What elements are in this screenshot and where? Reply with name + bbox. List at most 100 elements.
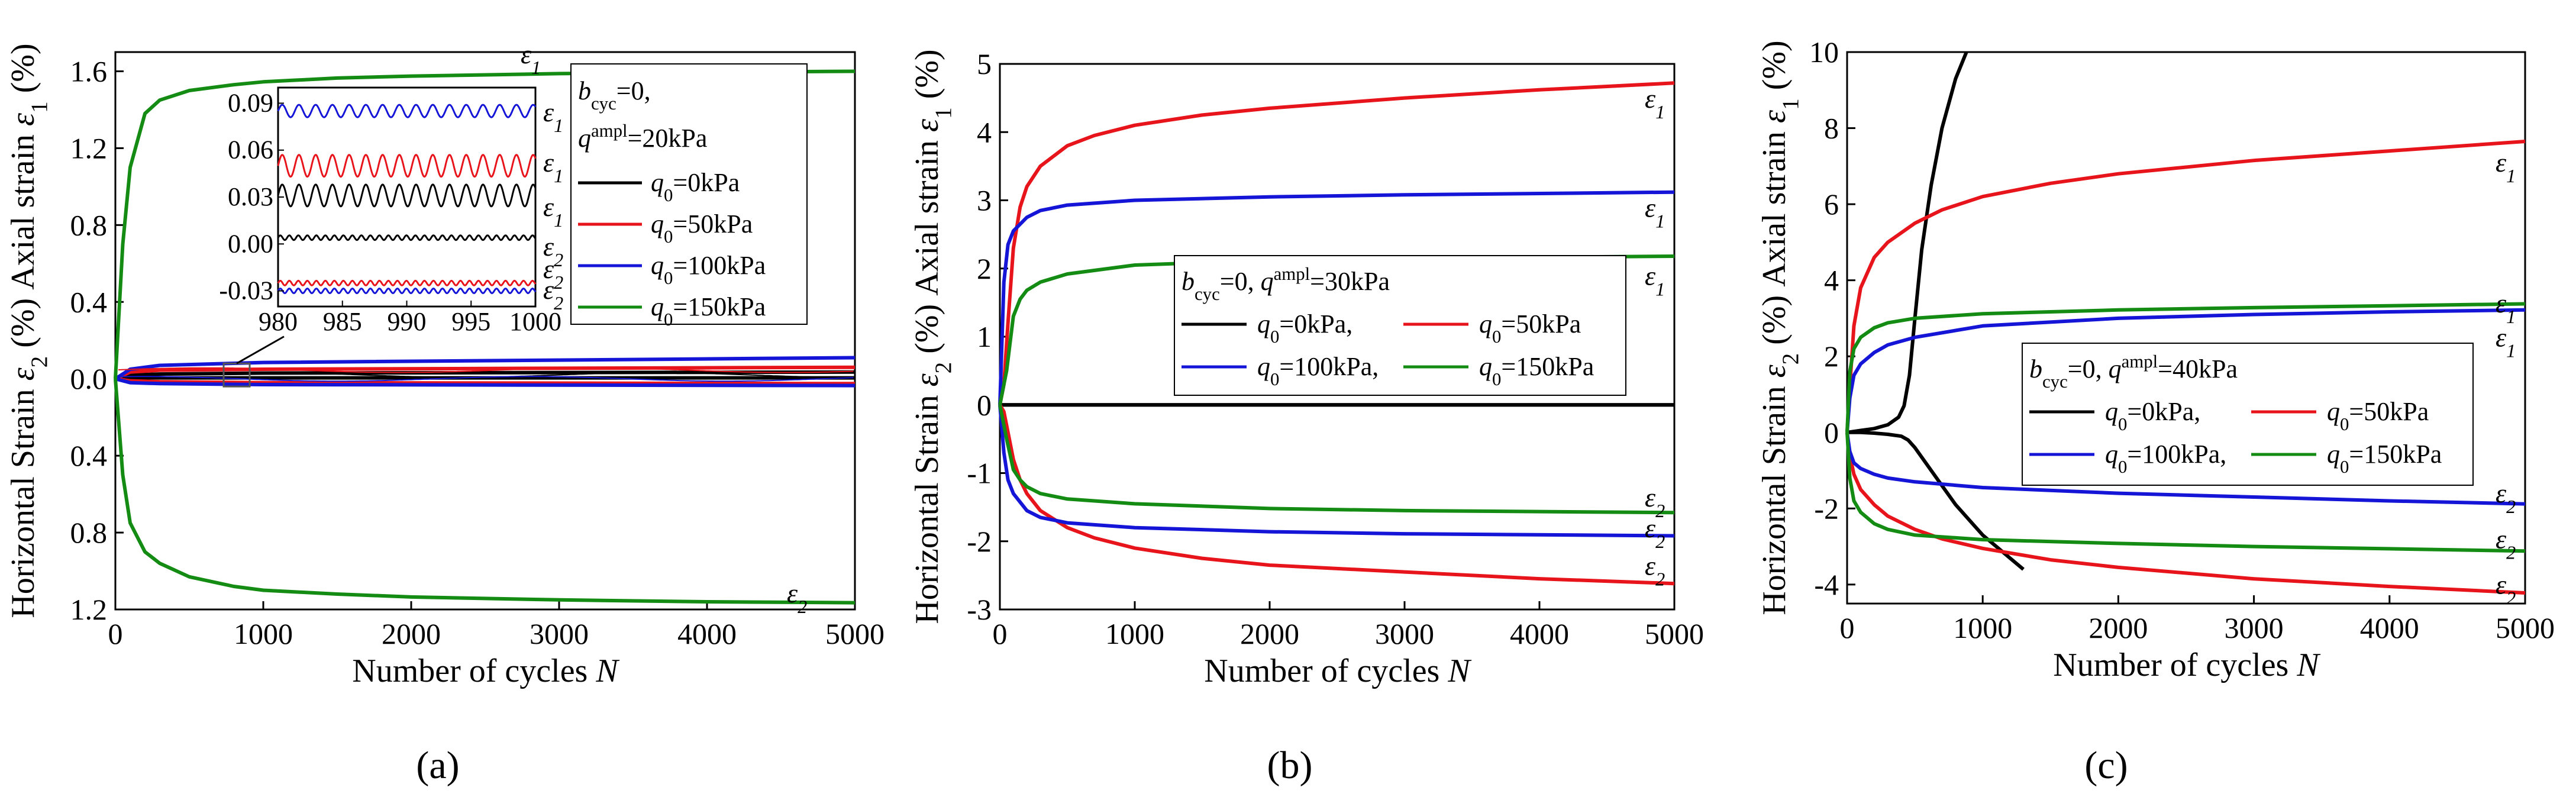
inset-x-tick-label-4: 1000 <box>509 307 561 336</box>
series-eps2-2-3 <box>1845 432 2526 553</box>
inset-eps-label-5: ε2 <box>543 275 563 314</box>
inset-series-0 <box>277 104 537 118</box>
y-tick-label-1-2: -1 <box>967 457 992 490</box>
y-tick-label-2-4: 4 <box>1824 264 1839 297</box>
y-tick-label-2-2: 0 <box>1824 416 1839 449</box>
y-axis-label-0: Horizontal Strain ε2 (%) Axial strain ε1… <box>5 43 52 618</box>
legend-label-c-3: q0=150kPa <box>2327 440 2442 477</box>
eps-label-b-5: ε2 <box>1645 550 1665 589</box>
y-tick-label-1-7: 4 <box>977 115 992 149</box>
x-tick-label-0-2: 2000 <box>382 617 441 650</box>
y-axis-label-2: Horizontal Strain ε2 (%) Axial strain ε1… <box>1756 40 1803 615</box>
y-tick-label-2-6: 8 <box>1824 112 1839 145</box>
eps-label-c-5: ε2 <box>2496 569 2516 608</box>
panels-group: 0 1000 2000 3000 4000 50001.20.80.40.00.40.81… <box>5 36 2555 787</box>
series-eps2-1-3 <box>998 404 1675 515</box>
series-eps2-0-2 <box>115 377 856 388</box>
inset-series-2 <box>277 183 537 208</box>
series-eps2-2-0 <box>1847 430 2025 571</box>
y-tick-label-2-3: 2 <box>1824 340 1839 373</box>
inset-y-tick-label-0: -0.03 <box>219 276 273 305</box>
inset-frame <box>277 86 537 308</box>
eps-label-c-4: ε2 <box>2496 524 2516 563</box>
legend-title-b: bcyc=0, qampl=30kPa <box>1182 264 1390 304</box>
panel-2: 0 1000 2000 3000 4000 5000 -4 -2 0 2 4 6 8 10 Number o… <box>1756 36 2555 787</box>
x-tick-label-0-3: 3000 <box>530 617 589 650</box>
y-tick-label-0-2: 0.4 <box>70 439 108 472</box>
eps-label-b-3: ε2 <box>1645 482 1665 521</box>
x-axis-label-0: Number of cycles N <box>352 653 619 689</box>
series-eps2-1-2 <box>998 405 1675 538</box>
legend-box-b <box>1174 255 1626 396</box>
eps-label-b-2: ε1 <box>1645 261 1665 300</box>
inset-y-tick-label-1: 0.00 <box>228 229 273 258</box>
inset-x-tick-label-2: 990 <box>388 307 427 336</box>
eps-label-c-0: ε1 <box>2496 147 2516 186</box>
x-tick-label-2-5: 5000 <box>2496 611 2555 644</box>
x-tick-label-2-1: 1000 <box>1953 611 2012 644</box>
inset-eps-label-3: ε2 <box>543 231 563 270</box>
eps-label-c-3: ε2 <box>2496 478 2516 517</box>
x-tick-label-0-4: 4000 <box>677 617 737 650</box>
inset-series-1 <box>277 154 537 178</box>
cyclic-band-2 <box>118 376 854 382</box>
panel-label-1: (b) <box>1267 744 1313 787</box>
eps-label-c-1: ε1 <box>2496 288 2516 327</box>
x-axis-label-1: Number of cycles N <box>1204 653 1471 689</box>
legend-title-c: bcyc=0, qampl=40kPa <box>2029 351 2238 392</box>
eps-label-b-4: ε2 <box>1645 513 1665 552</box>
legend-title-a-1: bcyc=0, <box>578 76 651 114</box>
panel-label-2: (c) <box>2084 744 2128 787</box>
legend-label-b-1: q0=50kPa <box>1479 309 1581 347</box>
eps1-label-a-top: ε1 <box>521 39 541 78</box>
x-tick-label-1-5: 5000 <box>1645 617 1704 650</box>
series-eps1-2-2 <box>1845 308 2526 433</box>
series-eps1-2-0 <box>1847 51 1968 434</box>
inset-series-3 <box>277 234 537 241</box>
inset-eps-label-2: ε1 <box>543 192 563 231</box>
y-tick-label-1-6: 3 <box>977 184 992 217</box>
y-tick-label-0-1: 0.8 <box>70 516 108 549</box>
y-tick-label-1-0: -3 <box>967 593 992 626</box>
legend-label-b-2: q0=100kPa, <box>1257 352 1379 389</box>
eps-label-b-0: ε1 <box>1645 83 1665 122</box>
legend-label-b-3: q0=150kPa <box>1479 352 1594 389</box>
inset-eps-label-1: ε1 <box>543 147 563 186</box>
y-tick-label-0-6: 1.2 <box>70 131 108 164</box>
eps2-label-a-bottom: ε2 <box>787 578 807 617</box>
inset-x-tick-label-1: 985 <box>323 307 362 336</box>
cyclic-band-1 <box>118 367 854 373</box>
series-eps1-2-1 <box>1845 140 2526 433</box>
legend-box-c <box>2022 343 2474 486</box>
legend-label-c-0: q0=0kPa, <box>2105 397 2200 434</box>
series-eps2-1-1 <box>998 404 1675 586</box>
zoom-arrow <box>236 336 285 364</box>
legend-label-a-3: q0=150kPa <box>651 292 766 330</box>
series-eps1-0-3 <box>114 69 856 379</box>
y-tick-label-1-1: -2 <box>967 525 992 558</box>
y-tick-label-1-8: 5 <box>977 47 992 80</box>
x-axis-label-2: Number of cycles N <box>2053 647 2320 683</box>
x-tick-label-2-2: 2000 <box>2088 611 2148 644</box>
plot-frame-2 <box>1846 51 2526 605</box>
y-tick-label-0-5: 0.8 <box>70 208 108 241</box>
inset-eps-label-0: ε1 <box>543 97 563 136</box>
x-tick-label-0-0: 0 <box>108 617 123 650</box>
x-tick-label-2-3: 3000 <box>2225 611 2284 644</box>
y-tick-label-2-1: -2 <box>1814 492 1839 525</box>
x-tick-label-2-0: 0 <box>1840 611 1855 644</box>
legend-label-c-1: q0=50kPa <box>2327 397 2429 434</box>
legend-title-a-2: qampl=20kPa <box>578 121 707 153</box>
y-tick-label-2-0: -4 <box>1814 568 1839 601</box>
y-tick-label-0-0: 1.2 <box>70 593 108 626</box>
series-eps1-1-2 <box>998 190 1675 405</box>
series-eps2-2-1 <box>1845 432 2526 595</box>
legend-label-a-1: q0=50kPa <box>651 209 753 247</box>
series-eps2-2-2 <box>1845 432 2526 506</box>
x-tick-label-2-4: 4000 <box>2360 611 2419 644</box>
x-tick-label-1-3: 3000 <box>1375 617 1434 650</box>
x-tick-label-1-2: 2000 <box>1240 617 1299 650</box>
legend-label-a-0: q0=0kPa <box>651 168 740 205</box>
panel-1: 0 1000 2000 3000 4000 5000 -3 -2 -1 0 1 2 3 4 5 Number … <box>909 47 1704 787</box>
